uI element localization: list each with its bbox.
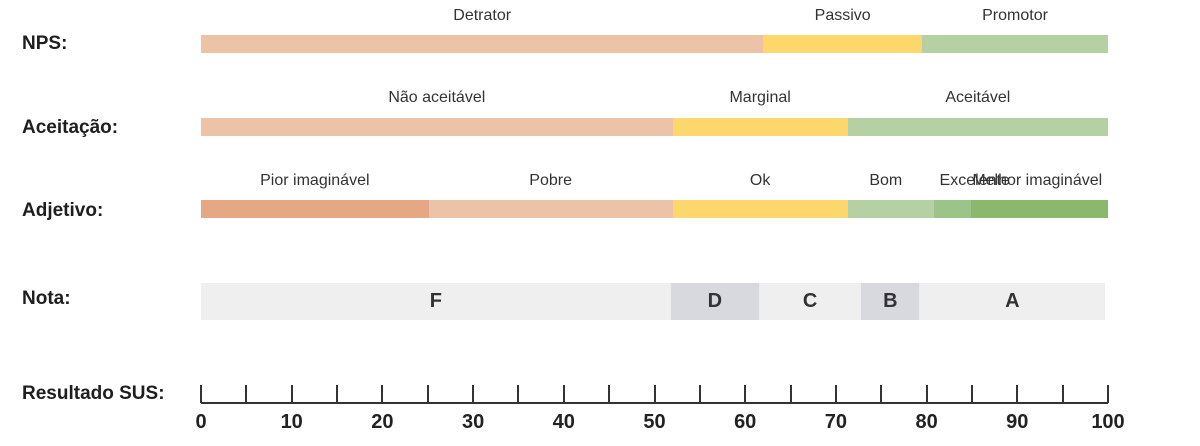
sus-tick [336, 385, 339, 403]
adjective-segment-label: Bom [869, 172, 903, 189]
acceptance-segment-nao-aceitavel [201, 118, 673, 136]
sus-tick [1107, 385, 1109, 403]
sus-tick [789, 385, 792, 403]
adjective-segment-bom [847, 200, 934, 218]
acceptance-segment-label: Não aceitável [388, 89, 486, 106]
grade-d: D [670, 283, 759, 320]
sus-axis-line [201, 402, 1108, 404]
sus-tick [1016, 385, 1019, 403]
sus-tick-label: 40 [552, 411, 575, 433]
adjective-segment-label: Ok [749, 172, 771, 189]
adjective-segment-pior-imaginavel [201, 200, 429, 218]
sus-tick [744, 385, 747, 403]
grade-c: C [758, 283, 862, 320]
adjective-segment-label: Pobre [529, 172, 572, 189]
nps-segment-promotor [922, 35, 1108, 53]
adjective-segment-melhor-imaginavel [971, 200, 1108, 218]
acceptance-segment-label: Marginal [729, 89, 791, 106]
sus-tick [653, 385, 656, 403]
sus-tick-label: 70 [824, 411, 848, 433]
acceptance-segment-aceitavel [847, 118, 1108, 136]
sus-tick [834, 385, 837, 403]
sus-tick [245, 385, 248, 403]
nps-row-label: NPS: [22, 33, 68, 54]
sus-tick-label: 0 [195, 411, 207, 433]
sus-tick [381, 385, 384, 403]
sus-tick [472, 385, 475, 403]
adjective-segment-label: Melhor imaginável [972, 172, 1103, 189]
sus-tick [970, 385, 973, 403]
grade-f: F [201, 283, 671, 320]
nps-segment-label: Passivo [814, 7, 871, 24]
sus-tick [562, 385, 565, 403]
sus-tick-label: 100 [1091, 411, 1125, 433]
sus-tick-label: 30 [461, 411, 485, 433]
sus-row-label: Resultado SUS: [22, 383, 165, 404]
grade-row-label: Nota: [22, 288, 71, 309]
sus-tick-label: 90 [1006, 411, 1029, 433]
sus-tick [517, 385, 520, 403]
acceptance-segment-label: Aceitável [945, 89, 1011, 106]
sus-tick [290, 385, 293, 403]
sus-tick-label: 20 [371, 411, 394, 433]
sus-tick [698, 385, 701, 403]
sus-tick-label: 10 [280, 411, 303, 433]
nps-segment-detrator [201, 35, 764, 53]
grade-b: B [861, 283, 920, 320]
sus-tick [1061, 385, 1064, 403]
acceptance-row-label: Aceitação: [22, 117, 119, 138]
nps-segment-label: Detrator [453, 7, 512, 24]
grade-a: A [919, 283, 1106, 320]
sus-tick [608, 385, 611, 403]
sus-tick [426, 385, 429, 403]
sus-tick-label: 60 [734, 411, 757, 433]
sus-tick [880, 385, 883, 403]
sus-tick-label: 50 [643, 411, 666, 433]
adjective-segment-label: Pior imaginável [260, 172, 370, 189]
sus-tick [200, 385, 202, 403]
sus-tick-label: 80 [915, 411, 938, 433]
adjective-row-label: Adjetivo: [22, 200, 104, 221]
adjective-segment-ok [672, 200, 848, 218]
nps-segment-label: Promotor [982, 7, 1048, 24]
adjective-segment-label: Excelente [939, 172, 1010, 189]
sus-tick [925, 385, 928, 403]
acceptance-segment-marginal [672, 118, 848, 136]
nps-segment-passivo [763, 35, 923, 53]
adjective-segment-pobre [428, 200, 673, 218]
adjective-segment-excelente [933, 200, 972, 218]
